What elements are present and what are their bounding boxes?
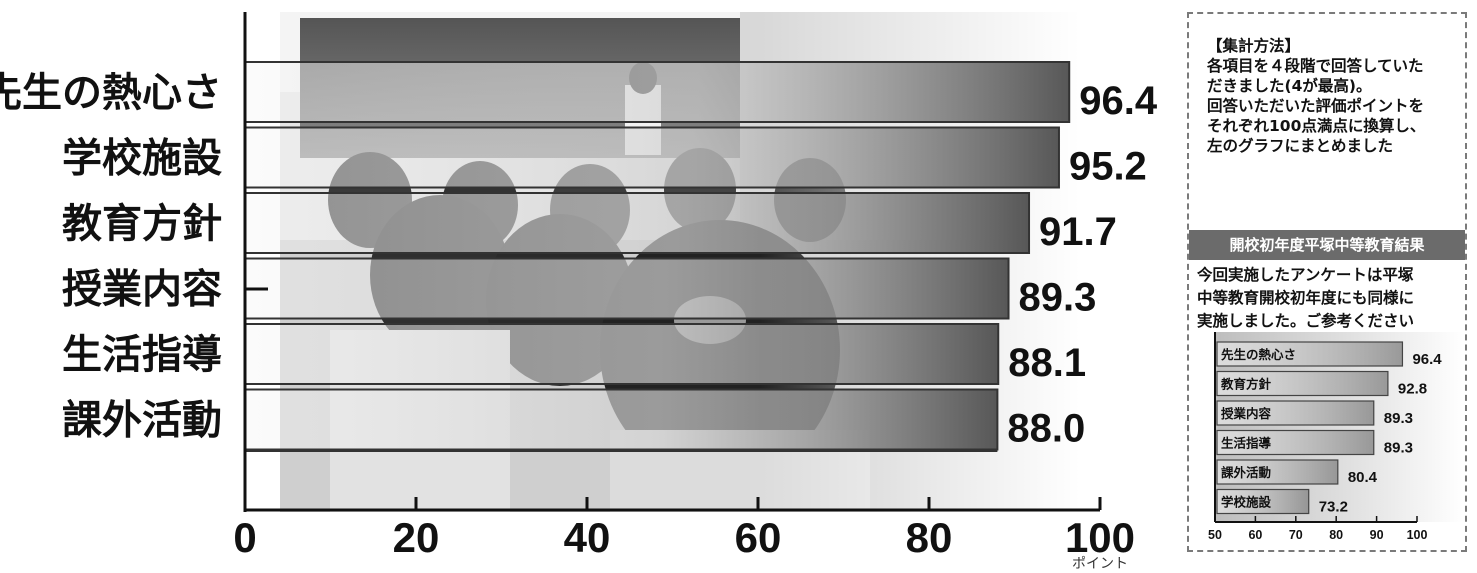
reference-category-label: 学校施設 (1221, 495, 1272, 510)
reference-line: 今回実施したアンケートは平塚 (1197, 266, 1414, 284)
method-line: 左のグラフにまとめました (1207, 137, 1394, 155)
category-label: 先生の熱心さ (0, 70, 222, 116)
reference-x-tick-label: 90 (1370, 528, 1384, 542)
method-line: だきました(4が最高)。 (1207, 77, 1372, 95)
bar (244, 61, 1071, 123)
side-panel: 【集計方法】 各項目を４段階で回答していた だきました(4が最高)。 回答いただ… (1187, 12, 1467, 552)
x-axis-unit-label: ポイント (1072, 556, 1128, 572)
bar (244, 257, 1010, 320)
reference-line: 実施しました。ご参考ください (1197, 312, 1415, 330)
reference-value-label: 89.3 (1384, 440, 1413, 457)
category-label: 授業内容 (62, 267, 222, 313)
x-tick-label: 40 (564, 514, 611, 561)
reference-value-label: 73.2 (1319, 499, 1348, 516)
category-label: 学校施設 (62, 136, 222, 182)
x-tick-label: 100 (1065, 514, 1135, 561)
method-line: 各項目を４段階で回答していた (1207, 57, 1424, 75)
reference-bar (1216, 370, 1389, 397)
bar (244, 192, 1031, 254)
reference-value-label: 96.4 (1412, 351, 1442, 368)
category-label: 生活指導 (62, 332, 222, 378)
reference-category-label: 教育方針 (1220, 377, 1272, 392)
reference-x-tick-label: 50 (1208, 528, 1222, 542)
reference-x-tick-label: 100 (1407, 528, 1428, 542)
x-tick-label: 20 (393, 514, 440, 561)
reference-category-label: 授業内容 (1221, 406, 1272, 421)
value-label: 95.2 (1069, 145, 1147, 189)
value-label: 89.3 (1019, 276, 1097, 320)
x-tick-label: 60 (735, 514, 782, 561)
reference-note: 今回実施したアンケートは平塚 中等教育開校初年度にも同様に 実施しました。ご参考… (1197, 264, 1462, 333)
category-label: 教育方針 (62, 201, 222, 247)
reference-x-tick-label: 60 (1248, 528, 1262, 542)
value-label: 88.1 (1008, 341, 1086, 385)
value-label: 96.4 (1079, 79, 1158, 123)
reference-bar (1216, 341, 1404, 367)
method-note: 【集計方法】 各項目を４段階で回答していた だきました(4が最高)。 回答いただ… (1207, 36, 1462, 156)
reference-category-label: 課外活動 (1221, 465, 1271, 480)
bar (244, 323, 1000, 385)
reference-bar (1216, 459, 1339, 485)
reference-bar (1216, 400, 1375, 426)
method-title: 【集計方法】 (1207, 37, 1301, 55)
reference-value-label: 80.4 (1348, 469, 1378, 486)
bar (244, 388, 999, 451)
reference-bar (1216, 429, 1375, 456)
reference-bar (1216, 488, 1310, 515)
category-label: 課外活動 (62, 398, 222, 444)
reference-value-label: 92.8 (1398, 381, 1427, 398)
reference-header: 開校初年度平塚中等教育結果 (1189, 230, 1465, 260)
method-line: それぞれ100点満点に換算し、 (1207, 117, 1426, 135)
reference-line: 中等教育開校初年度にも同様に (1197, 289, 1415, 307)
method-line: 回答いただいた評価ポイントを (1207, 97, 1425, 115)
value-label: 88.0 (1007, 407, 1085, 451)
reference-x-tick-label: 80 (1329, 528, 1343, 542)
reference-value-label: 89.3 (1384, 410, 1413, 427)
reference-x-tick-label: 70 (1289, 528, 1303, 542)
reference-category-label: 先生の熱心さ (1221, 347, 1296, 362)
x-tick-label: 80 (906, 514, 953, 561)
value-label: 91.7 (1039, 210, 1117, 254)
reference-category-label: 生活指導 (1221, 436, 1272, 451)
x-tick-label: 0 (233, 514, 256, 561)
bar (244, 126, 1060, 189)
